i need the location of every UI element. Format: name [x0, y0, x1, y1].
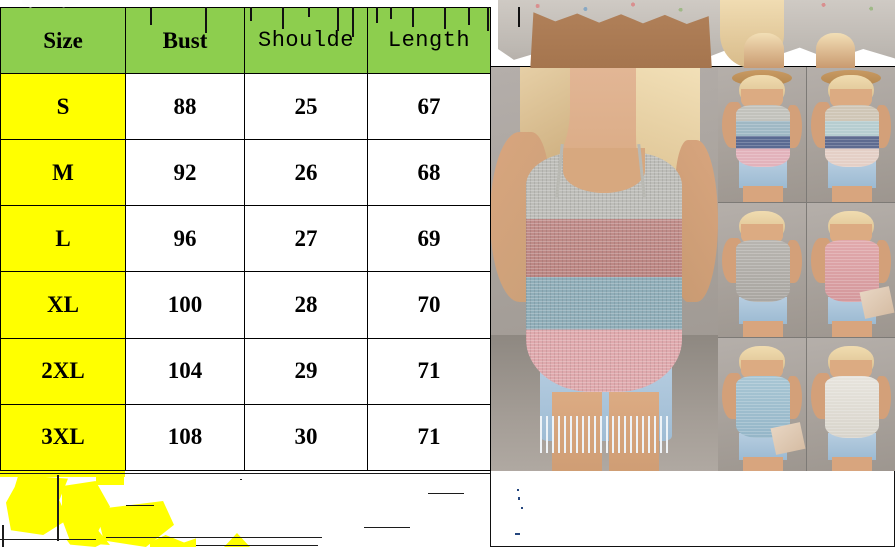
- cell-size: M: [0, 139, 126, 207]
- artifact-line: [196, 545, 318, 547]
- cell-length: 67: [367, 72, 491, 141]
- model-torso: [829, 88, 873, 111]
- cell-shoulder: 29: [244, 337, 368, 405]
- artifact-line: [240, 479, 242, 481]
- neckline: [562, 148, 646, 193]
- artifact-blob: [66, 539, 108, 547]
- column-header-length: Length: [367, 7, 491, 74]
- artifact-line: [2, 525, 4, 547]
- bleed-speckles: [498, 0, 895, 15]
- model-legs: [742, 321, 784, 338]
- clutch-bag: [859, 286, 894, 319]
- clutch-bag: [770, 421, 805, 455]
- model-arm-right: [786, 104, 803, 148]
- cell-shoulder: 30: [244, 403, 368, 472]
- artifact-blob: [6, 475, 68, 535]
- cell-length: 68: [367, 139, 491, 207]
- table-header-row: Size Bust Shoulde Length: [0, 7, 491, 74]
- model-legs: [831, 456, 873, 471]
- denim-fringe: [540, 416, 673, 453]
- cell-shoulder: 25: [244, 72, 368, 141]
- artifact-line: [0, 473, 490, 475]
- model-torso: [740, 88, 784, 111]
- cell-shoulder: 28: [244, 271, 368, 339]
- artifact-dot: [517, 489, 519, 491]
- artifact-dot: [518, 497, 520, 500]
- artifact-line: [57, 475, 59, 541]
- cell-length: 71: [367, 403, 491, 472]
- artifact-line: [106, 537, 322, 539]
- artifact-blob: [96, 471, 124, 485]
- model-arm-right: [786, 240, 803, 284]
- cell-bust: 92: [125, 139, 245, 207]
- top-white-margin: [0, 0, 895, 7]
- artifact-line: [364, 527, 410, 529]
- bottom-right-panel: [490, 471, 895, 547]
- cell-shoulder: 27: [244, 205, 368, 273]
- artifact-line: [0, 539, 96, 541]
- table-row: XL 100 28 70: [0, 271, 491, 339]
- tank-top-variant: [824, 104, 880, 167]
- hero-product-photo: [490, 67, 718, 471]
- table-row: 3XL 108 30 71: [0, 403, 491, 472]
- cell-size: 3XL: [0, 403, 126, 472]
- cell-length: 70: [367, 271, 491, 339]
- thumbnail-variant-3[interactable]: [718, 202, 806, 338]
- thumbnail-variant-5[interactable]: [718, 338, 806, 471]
- artifact-dot: [521, 507, 523, 509]
- bleed-mini-figure-2: [815, 32, 856, 68]
- cell-shoulder: 26: [244, 139, 368, 207]
- tank-top-variant: [824, 376, 880, 438]
- model-arm-right: [875, 240, 892, 284]
- model-legs: [831, 185, 873, 202]
- cell-length: 71: [367, 337, 491, 405]
- tank-top-variant: [735, 104, 791, 167]
- model-legs: [831, 321, 873, 338]
- cell-bust: 96: [125, 205, 245, 273]
- table-row: L 96 27 69: [0, 205, 491, 273]
- size-chart-table: Size Bust Shoulde Length S 88 25 67 M 92…: [0, 7, 491, 472]
- cell-length: 69: [367, 205, 491, 273]
- model-arm-right: [674, 140, 718, 303]
- thumbnail-variant-1[interactable]: [718, 67, 806, 202]
- table-row: S 88 25 67: [0, 72, 491, 141]
- table-row: M 92 26 68: [0, 139, 491, 207]
- top-left-nick-artifact: [22, 0, 80, 8]
- artifact-line: [428, 493, 464, 495]
- cell-size: S: [0, 72, 126, 141]
- thumbnail-variant-6[interactable]: [807, 338, 895, 471]
- cell-size: XL: [0, 271, 126, 339]
- model-legs: [742, 185, 784, 202]
- column-header-bust: Bust: [125, 7, 245, 74]
- model-legs: [742, 456, 784, 471]
- model-arm-right: [875, 376, 892, 420]
- tank-top-variant: [735, 240, 791, 303]
- column-header-shoulder: Shoulde: [244, 7, 368, 74]
- color-block-tank-top: [526, 152, 682, 392]
- variant-thumbnail-grid: [718, 67, 895, 471]
- model-arm-right: [786, 376, 803, 420]
- artifact-line: [126, 505, 154, 507]
- top-photo-bleed: [498, 0, 895, 68]
- bleed-mini-figure-1: [744, 32, 784, 68]
- thumbnail-variant-4[interactable]: [807, 202, 895, 338]
- artifact-dot: [515, 533, 520, 535]
- cell-bust: 104: [125, 337, 245, 405]
- cell-bust: 100: [125, 271, 245, 339]
- cell-size: 2XL: [0, 337, 126, 405]
- table-row: 2XL 104 29 71: [0, 337, 491, 405]
- product-gallery: [490, 66, 895, 472]
- model-arm-right: [875, 104, 892, 148]
- cell-bust: 108: [125, 403, 245, 472]
- cell-bust: 88: [125, 72, 245, 141]
- thumbnail-variant-2[interactable]: [807, 67, 895, 202]
- cell-size: L: [0, 205, 126, 273]
- column-header-size: Size: [0, 7, 126, 74]
